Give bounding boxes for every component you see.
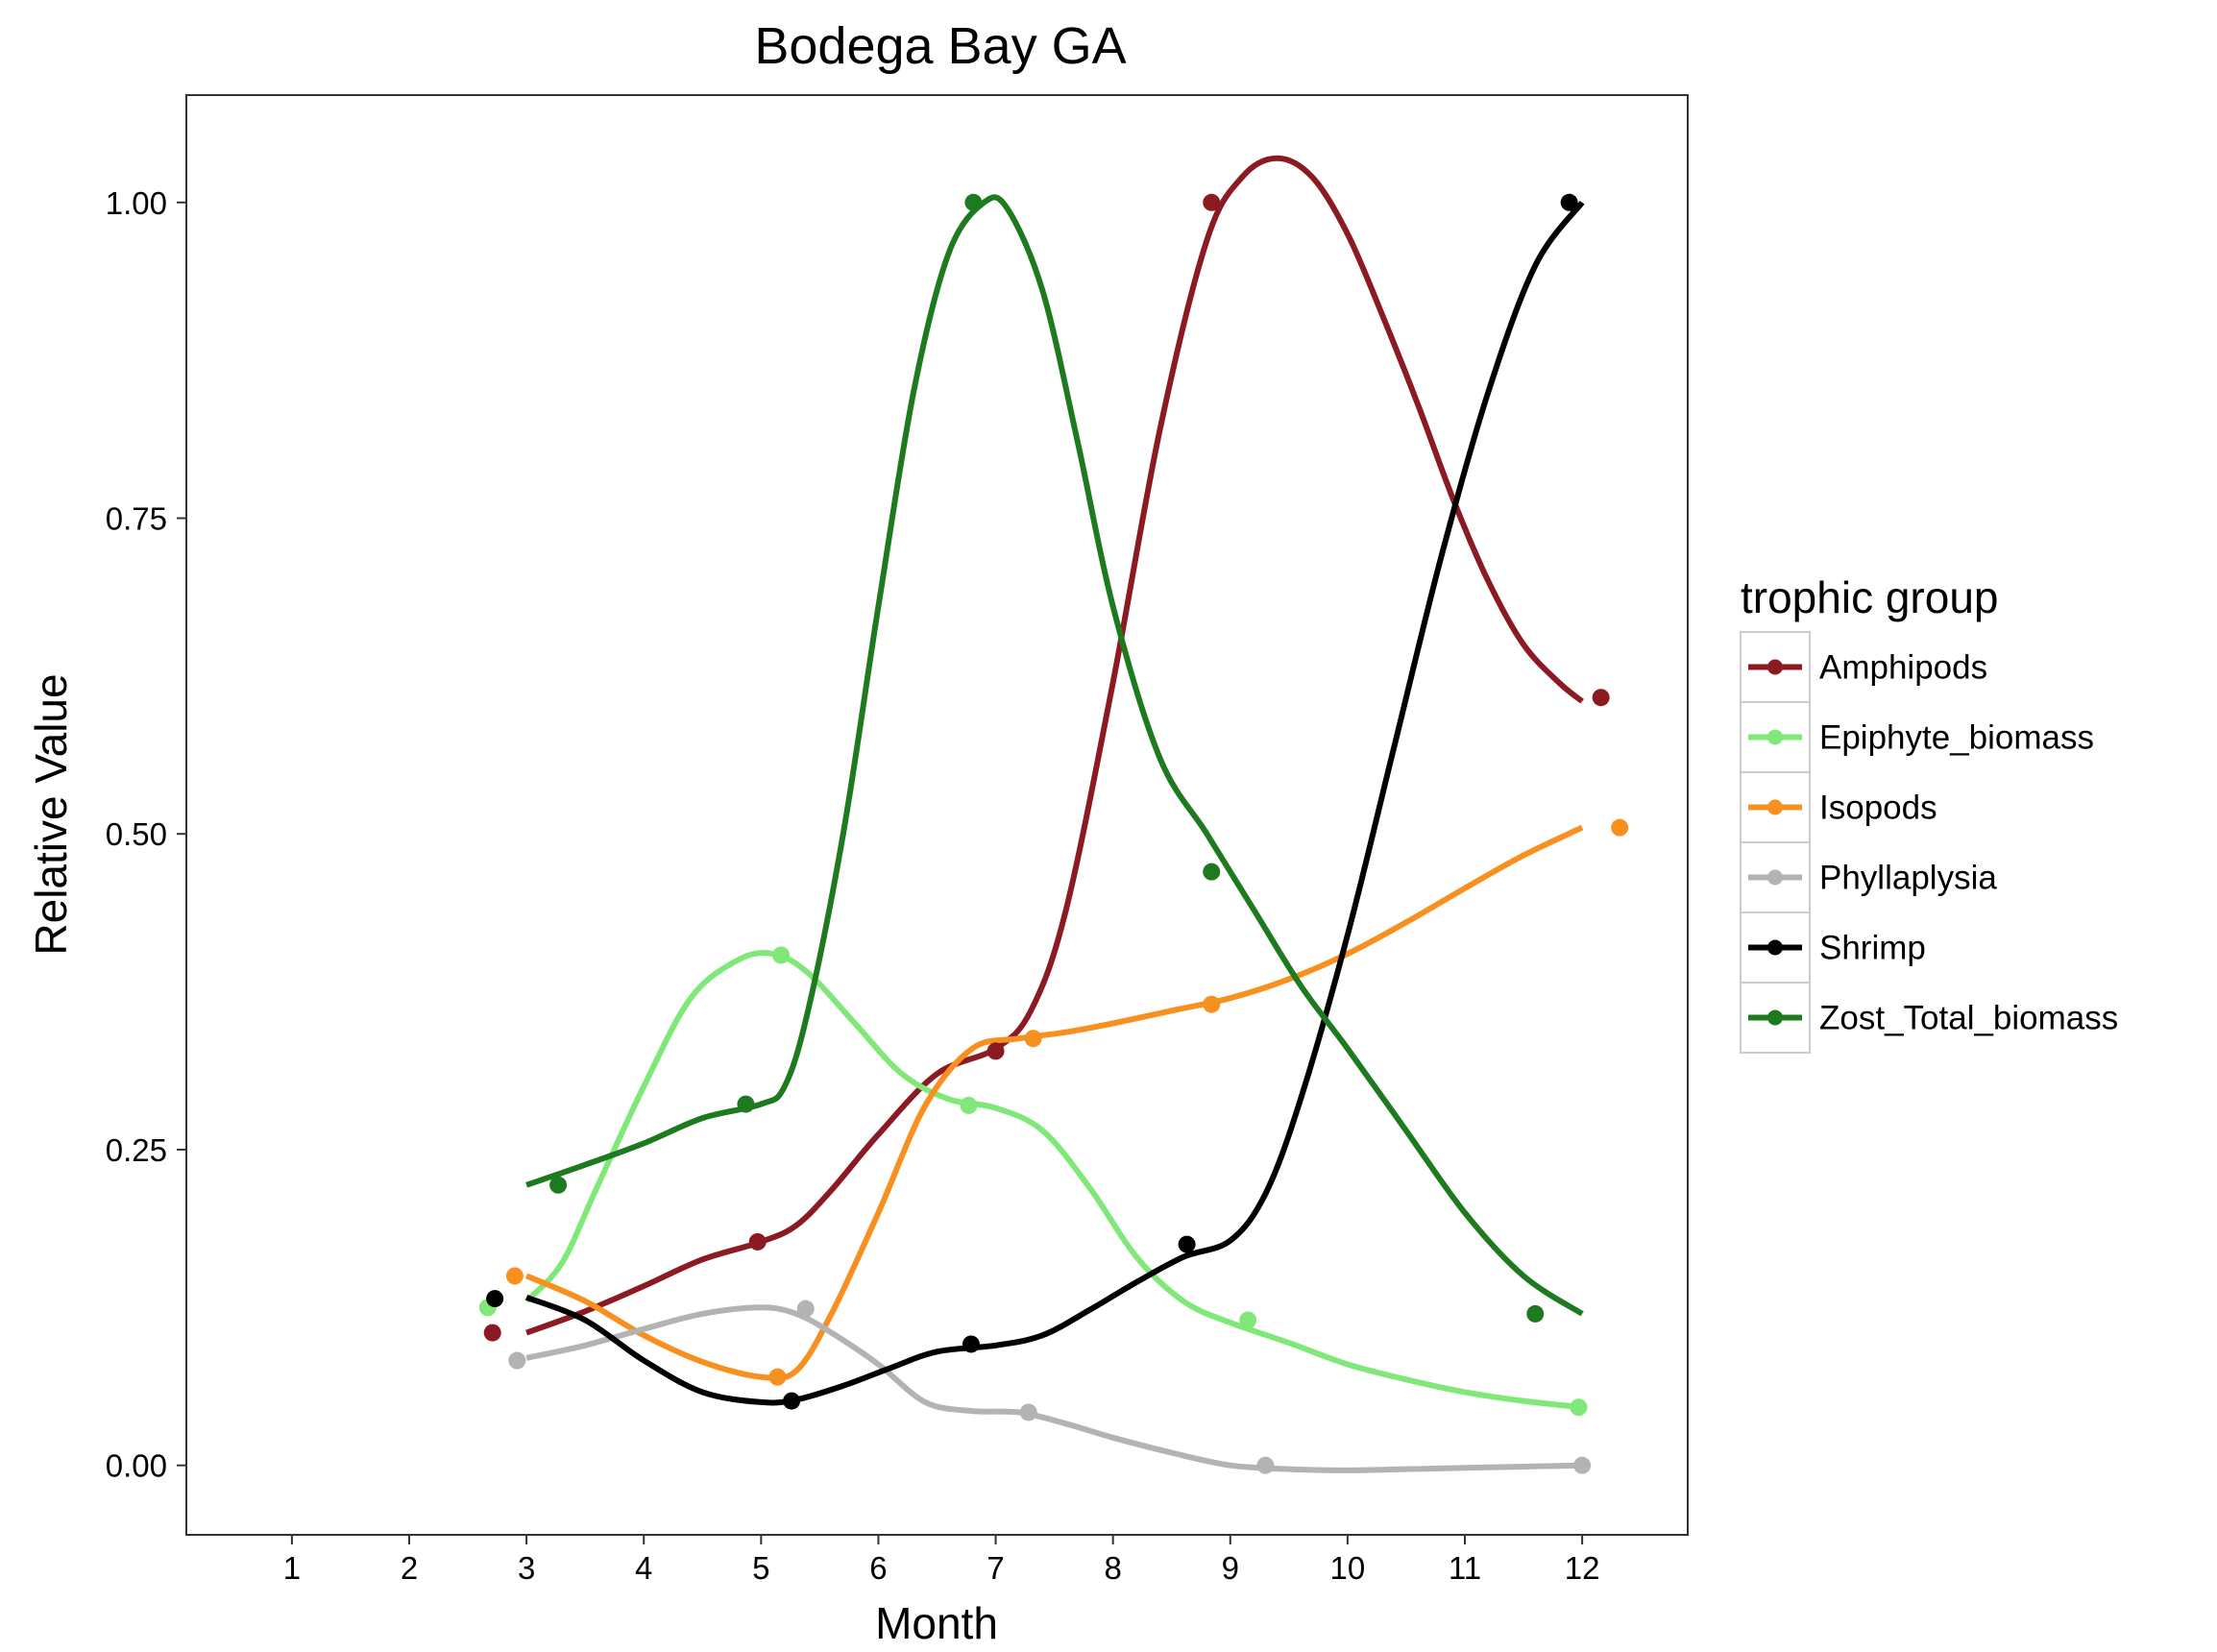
series-lines xyxy=(524,155,1585,1473)
data-point-phyllaplysia xyxy=(1573,1456,1592,1474)
series-line-phyllaplysia xyxy=(525,1304,1583,1473)
data-point-amphipods xyxy=(1203,193,1221,211)
legend-label-zost-total-biomass: Zost_Total_biomass xyxy=(1819,1000,2118,1037)
legend-key-point-zost-total-biomass xyxy=(1767,1009,1783,1026)
plot-area xyxy=(185,94,1689,1536)
series-line-isopods xyxy=(524,824,1584,1382)
x-tick-label: 5 xyxy=(752,1550,769,1586)
data-point-phyllaplysia xyxy=(508,1351,526,1370)
data-point-zost-total-biomass xyxy=(964,193,983,211)
legend-items: Amphipods Epiphyte_biomass Isopods Phyllapl… xyxy=(1740,631,2118,1054)
data-point-phyllaplysia xyxy=(1256,1456,1275,1474)
data-point-isopods xyxy=(1024,1030,1042,1048)
series-line-epiphyte-biomass xyxy=(524,950,1583,1411)
data-point-zost-total-biomass xyxy=(1526,1304,1545,1323)
legend-title: trophic group xyxy=(1741,572,1999,622)
x-tick-label: 12 xyxy=(1565,1550,1600,1586)
series-line-shrimp xyxy=(525,200,1585,1406)
legend-label-epiphyte-biomass: Epiphyte_biomass xyxy=(1819,719,2094,757)
data-point-epiphyte-biomass xyxy=(1570,1398,1588,1417)
y-tick-label: 0.00 xyxy=(106,1448,167,1484)
y-tick-label: 0.75 xyxy=(106,500,167,536)
series-line-amphipods xyxy=(525,155,1584,1336)
x-tick-label: 3 xyxy=(518,1550,535,1586)
y-tick-label: 1.00 xyxy=(106,185,167,221)
y-tick-label: 0.25 xyxy=(106,1132,167,1168)
data-point-epiphyte-biomass xyxy=(772,946,791,964)
x-axis: 1 2 3 4 5 6 7 8 9 10 11 12 xyxy=(283,1535,1600,1586)
legend-label-amphipods: Amphipods xyxy=(1819,649,1987,687)
legend-key-point-amphipods xyxy=(1767,659,1783,675)
data-point-amphipods xyxy=(1592,689,1610,707)
data-point-isopods xyxy=(505,1267,524,1285)
chart-title: Bodega Bay GA xyxy=(754,17,1126,75)
data-point-zost-total-biomass xyxy=(1203,862,1221,881)
x-tick-label: 4 xyxy=(635,1550,652,1586)
data-point-phyllaplysia xyxy=(796,1300,815,1318)
data-point-amphipods xyxy=(987,1042,1005,1060)
plot-border xyxy=(185,94,1689,1536)
legend-key-point-shrimp xyxy=(1767,939,1783,956)
data-point-isopods xyxy=(1611,818,1629,837)
data-point-shrimp xyxy=(1560,193,1578,211)
data-point-shrimp xyxy=(962,1335,980,1353)
legend-label-phyllaplysia: Phyllaplysia xyxy=(1819,860,1997,897)
x-tick-label: 6 xyxy=(869,1550,887,1586)
data-point-isopods xyxy=(768,1368,787,1386)
data-point-epiphyte-biomass xyxy=(1239,1311,1257,1329)
data-point-amphipods xyxy=(483,1324,501,1342)
data-point-zost-total-biomass xyxy=(549,1176,568,1194)
data-point-phyllaplysia xyxy=(1019,1403,1037,1421)
x-tick-label: 11 xyxy=(1449,1550,1481,1586)
x-tick-label: 7 xyxy=(987,1550,1004,1586)
legend-label-isopods: Isopods xyxy=(1819,790,1937,827)
y-tick-label: 0.50 xyxy=(106,816,167,852)
legend-key-point-phyllaplysia xyxy=(1767,869,1783,886)
x-tick-label: 9 xyxy=(1222,1550,1239,1586)
x-tick-label: 2 xyxy=(401,1550,418,1586)
data-point-amphipods xyxy=(748,1232,767,1251)
legend: trophic group Amphipods Epiphyte_biomass I… xyxy=(1740,572,2118,1054)
y-axis: 0.00 0.25 0.50 0.75 1.00 xyxy=(106,185,186,1484)
x-tick-label: 10 xyxy=(1330,1550,1366,1586)
legend-label-shrimp: Shrimp xyxy=(1819,930,1926,967)
data-point-zost-total-biomass xyxy=(737,1095,755,1113)
data-point-shrimp xyxy=(1178,1235,1196,1253)
y-axis-title: Relative Value xyxy=(26,673,76,955)
x-tick-label: 8 xyxy=(1104,1550,1121,1586)
legend-key-point-isopods xyxy=(1767,799,1783,815)
data-point-epiphyte-biomass xyxy=(960,1096,978,1114)
x-axis-title: Month xyxy=(875,1598,998,1648)
series-line-zost-total-biomass xyxy=(525,194,1584,1317)
data-point-shrimp xyxy=(783,1392,801,1410)
series-points xyxy=(478,193,1629,1474)
data-point-shrimp xyxy=(486,1290,504,1308)
legend-key-point-epiphyte-biomass xyxy=(1767,729,1783,745)
data-point-isopods xyxy=(1203,995,1221,1013)
x-tick-label: 1 xyxy=(283,1550,301,1586)
